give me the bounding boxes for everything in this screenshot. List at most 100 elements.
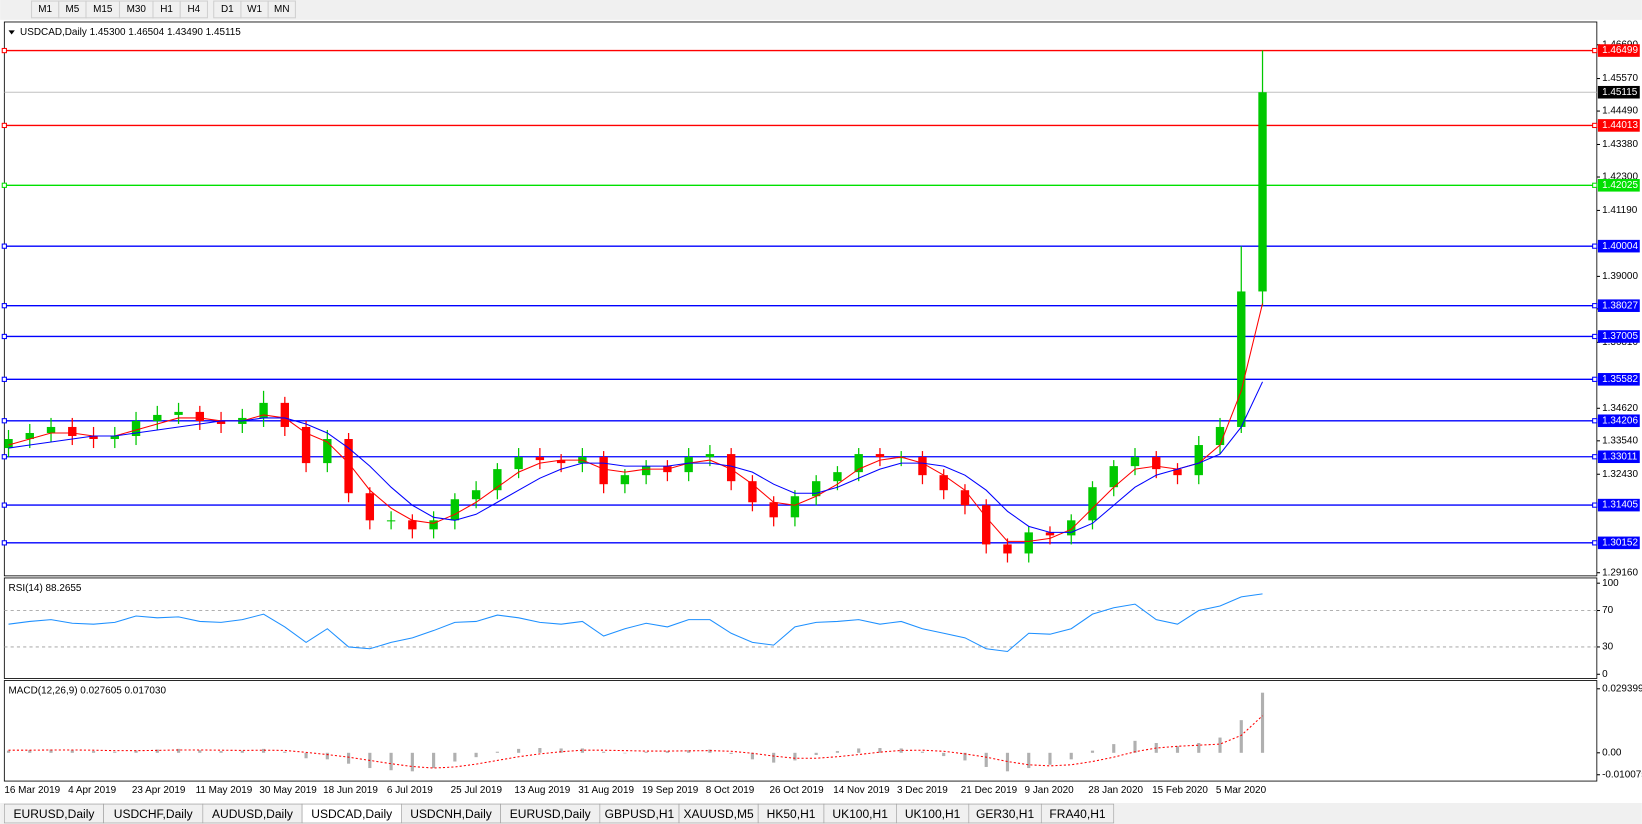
candle-body: [769, 502, 778, 518]
macd-bar: [623, 752, 627, 754]
x-tick-label: 21 Dec 2019: [961, 785, 1018, 796]
level-label: 1.40004: [1602, 241, 1638, 252]
level-handle: [1592, 122, 1598, 129]
candle-body: [4, 439, 13, 449]
macd-bar: [1260, 692, 1265, 753]
candle-body: [1088, 487, 1097, 521]
candle-body: [131, 420, 141, 437]
candle-body: [25, 432, 34, 440]
macd-bar: [219, 751, 223, 753]
x-tick-label: 14 Nov 2019: [833, 785, 890, 796]
candle-body: [174, 411, 183, 415]
candle-body: [705, 454, 715, 458]
timeframe-label[interactable]: M30: [127, 4, 147, 15]
level-label-box: [1597, 414, 1640, 428]
macd-bar: [1069, 752, 1073, 760]
candle-body: [1024, 532, 1033, 554]
level-handle: [1, 418, 7, 424]
symbol-tab-label[interactable]: XAUUSD,M5: [684, 807, 755, 821]
y-tick-label: 70: [1602, 605, 1614, 616]
macd-bar: [304, 752, 308, 759]
macd-bar: [644, 751, 648, 753]
timeframe-label[interactable]: D1: [221, 4, 234, 15]
last-price-label: 1.45115: [1602, 87, 1638, 98]
level-label: 1.44013: [1602, 120, 1638, 131]
symbol-tab-label[interactable]: EURUSD,Daily: [14, 807, 95, 821]
level-handle: [1592, 47, 1598, 54]
timeframe-label[interactable]: M5: [65, 4, 79, 15]
candle-body: [1130, 457, 1140, 467]
level-label-box: [1597, 373, 1640, 386]
symbol-tab-label[interactable]: HK50,H1: [767, 807, 816, 821]
macd-bar: [1048, 752, 1052, 765]
macd-bar: [347, 752, 351, 764]
x-tick-label: 15 Feb 2020: [1152, 785, 1208, 796]
timeframe-label[interactable]: H4: [187, 4, 200, 15]
level-handle: [1592, 418, 1598, 424]
timeframe-label[interactable]: H1: [160, 4, 173, 15]
candle-body: [1109, 466, 1118, 488]
timeframe-button[interactable]: [179, 0, 208, 19]
x-tick-label: 31 Aug 2019: [578, 785, 634, 796]
level-label-box: [1597, 119, 1640, 132]
main-panel: [3, 21, 1598, 577]
level-handle: [1592, 502, 1598, 508]
symbol-tab-label[interactable]: USDCHF,Daily: [114, 807, 193, 821]
candle-body: [514, 457, 523, 470]
macd-bar: [1197, 743, 1201, 753]
candle-body: [982, 505, 991, 545]
level-label: 1.34206: [1602, 415, 1638, 426]
timeframe-label[interactable]: M1: [38, 4, 52, 15]
timeframe-button[interactable]: [267, 0, 296, 19]
symbol-tab[interactable]: [1040, 803, 1115, 824]
level-handle: [1592, 376, 1598, 382]
macd-bar: [984, 752, 988, 767]
x-tick-label: 19 Sep 2019: [642, 785, 699, 796]
macd-bar: [1027, 752, 1031, 769]
y-tick-label: -0.010075: [1602, 769, 1642, 780]
candle-body: [471, 490, 481, 500]
symbol-tab-label[interactable]: GER30,H1: [976, 807, 1034, 821]
candle-body: [641, 466, 651, 476]
y-tick-label: 0.00: [1602, 747, 1622, 758]
level-label: 1.33011: [1602, 451, 1638, 462]
macd-bar: [176, 748, 181, 753]
macd-bar: [899, 748, 903, 753]
symbol-tab-label[interactable]: UK100,H1: [832, 807, 888, 821]
macd-bar: [708, 749, 712, 753]
macd-bar: [963, 752, 967, 761]
level-label: 1.37005: [1602, 331, 1638, 342]
macd-bar: [1005, 752, 1010, 772]
timeframe-label[interactable]: M15: [93, 4, 113, 15]
macd-bar: [835, 751, 840, 753]
symbol-tab-label[interactable]: USDCNH,Daily: [410, 807, 492, 821]
candle-body: [1152, 457, 1161, 470]
symbol-tab-label[interactable]: FRA40,H1: [1049, 807, 1105, 821]
candle-body: [1067, 520, 1076, 536]
symbol-tab-label[interactable]: AUDUSD,Daily: [212, 807, 293, 821]
macd-bar: [134, 750, 138, 753]
candle-body: [620, 475, 630, 485]
symbol-tab-label[interactable]: GBPUSD,H1: [605, 807, 675, 821]
y-tick-label: 1.34620: [1602, 403, 1638, 414]
macd-bar: [1218, 737, 1222, 753]
candle-body: [748, 481, 757, 503]
candle-body: [1045, 532, 1055, 536]
timeframe-label[interactable]: MN: [274, 4, 289, 15]
macd-bar: [155, 749, 159, 753]
candle-body: [110, 436, 119, 440]
candle-body: [46, 426, 56, 433]
symbol-tab-label[interactable]: UK100,H1: [905, 807, 961, 821]
level-label: 1.35582: [1602, 374, 1638, 385]
macd-bar: [261, 748, 266, 753]
symbol-tab-label[interactable]: EURUSD,Daily: [510, 807, 591, 821]
symbol-tab-label[interactable]: USDCAD,Daily: [311, 807, 392, 821]
y-tick-label: 0: [1602, 669, 1608, 680]
toolbar: [0, 0, 1642, 20]
level-handle: [1, 540, 7, 546]
timeframe-label[interactable]: W1: [247, 4, 262, 15]
level-handle: [1, 182, 7, 188]
macd-bar: [474, 752, 478, 758]
macd-bar: [49, 749, 53, 753]
